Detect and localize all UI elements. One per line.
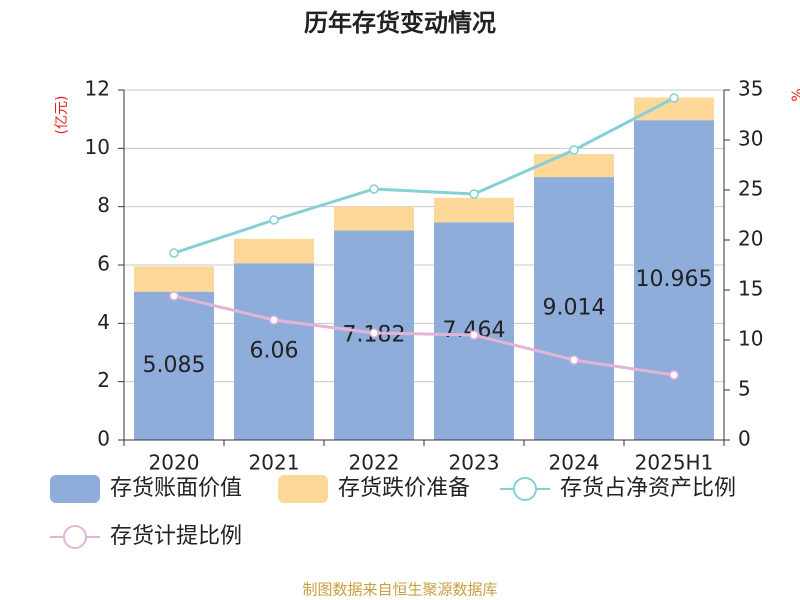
source-note: 制图数据来自恒生聚源数据库 — [302, 581, 497, 599]
y-axis-label: (亿元) — [54, 96, 70, 135]
y2-tick-label: 30 — [738, 127, 763, 151]
y-tick-label: 4 — [97, 310, 110, 334]
x-tick-label: 2024 — [549, 451, 600, 475]
x-tick-label: 2023 — [449, 451, 500, 475]
legend-label: 存货跌价准备 — [338, 476, 470, 501]
line-point — [569, 355, 579, 365]
legend-label: 存货计提比例 — [110, 524, 242, 549]
x-tick-label: 2025H1 — [635, 451, 714, 475]
line-point — [369, 184, 379, 194]
bar — [634, 120, 714, 440]
y-tick-label: 10 — [85, 135, 110, 159]
y2-tick-label: 0 — [738, 427, 751, 451]
data-label: 6.06 — [250, 339, 299, 364]
y2-tick-label: 15 — [738, 277, 763, 301]
y-tick-label: 0 — [97, 427, 110, 451]
bar — [334, 206, 414, 231]
line-point — [469, 330, 479, 340]
line — [173, 294, 675, 377]
bar — [634, 97, 714, 121]
y-tick-label: 8 — [97, 193, 110, 217]
bar — [434, 197, 514, 223]
line-point — [669, 93, 679, 103]
bar — [134, 266, 214, 292]
line-point — [669, 370, 679, 380]
line-point — [169, 248, 179, 258]
data-label: 10.965 — [636, 267, 713, 292]
line-point — [269, 315, 279, 325]
y2-tick-label: 20 — [738, 227, 763, 251]
bar — [534, 154, 614, 178]
line-point — [269, 215, 279, 225]
line — [173, 96, 675, 255]
bar — [234, 238, 314, 264]
y2-tick-label: 5 — [738, 377, 751, 401]
data-label: 9.014 — [543, 296, 606, 321]
x-tick-label: 2021 — [249, 451, 300, 475]
y-tick-label: 6 — [97, 252, 110, 276]
chart-title: 历年存货变动情况 — [304, 9, 496, 37]
y2-tick-label: 25 — [738, 177, 763, 201]
legend-label: 存货占净资产比例 — [560, 476, 736, 501]
y2-tick-label: 35 — [738, 77, 763, 101]
bar — [134, 291, 214, 440]
y-tick-label: 12 — [85, 77, 110, 101]
line-point — [369, 328, 379, 338]
data-label: 5.085 — [143, 353, 206, 378]
legend-marker — [513, 477, 537, 501]
legend-swatch — [278, 475, 328, 503]
legend-label: 存货账面价值 — [110, 476, 242, 501]
legend-swatch — [50, 475, 100, 503]
y-tick-label: 2 — [97, 368, 110, 392]
line-point — [569, 145, 579, 155]
x-tick-label: 2020 — [149, 451, 200, 475]
bar — [534, 177, 614, 440]
y2-tick-label: 10 — [738, 327, 763, 351]
line-point — [169, 291, 179, 301]
bar — [234, 263, 314, 440]
line-point — [469, 189, 479, 199]
legend-marker — [63, 525, 87, 549]
x-tick-label: 2022 — [349, 451, 400, 475]
y2-axis-label: % — [790, 88, 800, 101]
